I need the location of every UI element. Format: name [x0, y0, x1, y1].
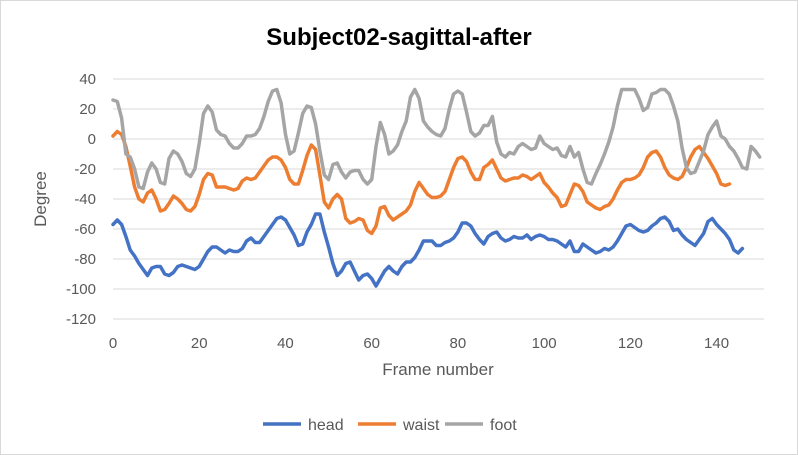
y-tick-label: 40 [79, 71, 96, 88]
y-tick-label: 20 [79, 101, 96, 118]
y-axis-label: Degree [31, 171, 50, 227]
series-head-line [111, 212, 745, 288]
x-tick-label: 20 [191, 335, 208, 352]
y-tick-label: -60 [74, 221, 96, 238]
y-tick-label: -120 [66, 311, 96, 328]
y-tick-label: -100 [66, 281, 96, 298]
y-tick-label: -80 [74, 251, 96, 268]
x-axis-ticks: 0 20 40 60 80 100 120 140 [109, 335, 729, 352]
y-axis-ticks: 40 20 0 -20 -40 -60 -80 -100 -120 [66, 71, 96, 328]
legend: head waist foot [263, 417, 517, 434]
y-tick-label: 0 [88, 131, 96, 148]
x-tick-label: 140 [704, 335, 729, 352]
x-tick-label: 120 [618, 335, 643, 352]
x-tick-label: 100 [532, 335, 557, 352]
legend-label-head: head [308, 417, 344, 434]
legend-label-waist: waist [402, 417, 440, 434]
series-foot-line [111, 87, 762, 191]
x-tick-label: 0 [109, 335, 117, 352]
x-tick-label: 60 [363, 335, 380, 352]
series-lines [111, 87, 762, 288]
x-axis-label: Frame number [382, 360, 494, 379]
y-tick-label: -20 [74, 161, 96, 178]
x-tick-label: 80 [450, 335, 467, 352]
chart-title: Subject02-sagittal-after [266, 24, 531, 51]
legend-label-foot: foot [490, 417, 517, 434]
series-waist-line [111, 129, 732, 236]
grid [113, 78, 764, 320]
x-tick-label: 40 [277, 335, 294, 352]
y-tick-label: -40 [74, 191, 96, 208]
